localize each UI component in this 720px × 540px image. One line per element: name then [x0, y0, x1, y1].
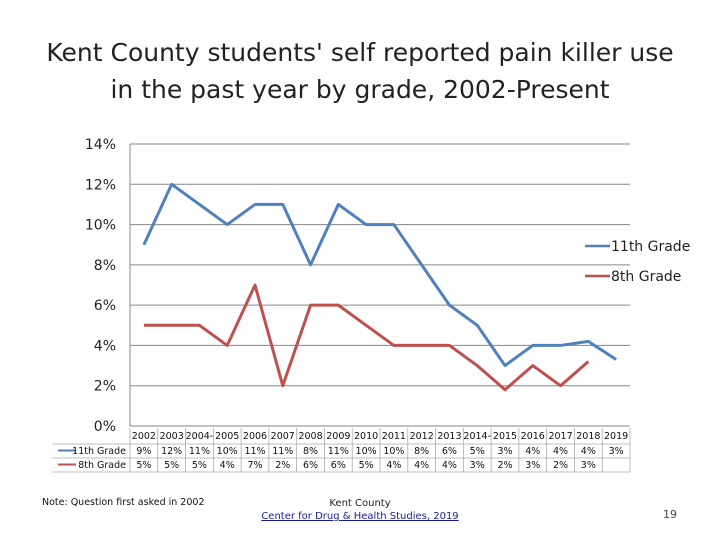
legend-label: 8th Grade [611, 269, 681, 285]
x-tick-label: 2010 [354, 431, 378, 442]
x-tick-label: 2014- [463, 431, 491, 442]
data-label: 3% [470, 460, 485, 471]
chart-title: Kent County students' self reported pain… [0, 34, 720, 108]
y-tick-label: 14% [85, 137, 116, 153]
legend-label: 11th Grade [611, 239, 690, 255]
data-label: 11% [189, 446, 210, 457]
y-tick-label: 2% [94, 379, 116, 395]
chart-title-line2: in the past year by grade, 2002-Present [110, 75, 610, 104]
x-tick-label: 2012 [410, 431, 434, 442]
data-label: 4% [220, 460, 235, 471]
y-tick-label: 0% [94, 419, 116, 435]
x-tick-label: 2015 [493, 431, 517, 442]
y-tick-label: 6% [94, 298, 116, 314]
data-label: 4% [386, 460, 401, 471]
credit-org: Kent County [329, 498, 391, 509]
data-label: 12% [161, 446, 182, 457]
data-label: 10% [217, 446, 238, 457]
footnote: Note: Question first asked in 2002 [42, 497, 205, 508]
data-label: 4% [442, 460, 457, 471]
credit: Kent County Center for Drug & Health Stu… [250, 497, 470, 523]
data-label: 8% [303, 446, 318, 457]
x-tick-label: 2016 [521, 431, 545, 442]
data-label: 5% [359, 460, 374, 471]
data-label: 9% [136, 446, 151, 457]
x-tick-label: 2006 [243, 431, 267, 442]
data-label: 6% [331, 460, 346, 471]
table-row-header: 11th Grade [72, 446, 126, 457]
data-label: 3% [609, 446, 624, 457]
y-tick-label: 4% [94, 338, 116, 354]
data-label: 4% [581, 446, 596, 457]
x-tick-label: 2005 [215, 431, 239, 442]
data-label: 5% [136, 460, 151, 471]
data-label: 10% [356, 446, 377, 457]
data-label: 2% [497, 460, 512, 471]
data-label: 2% [275, 460, 290, 471]
series-line-8th-grade [143, 283, 590, 392]
x-tick-label: 2018 [576, 431, 600, 442]
data-label: 11% [244, 446, 265, 457]
data-label: 4% [525, 446, 540, 457]
x-tick-label: 2013 [437, 431, 461, 442]
x-tick-label: 2008 [298, 431, 322, 442]
data-label: 5% [192, 460, 207, 471]
data-label: 11% [328, 446, 349, 457]
data-label: 4% [553, 446, 568, 457]
page-number: 19 [663, 508, 677, 521]
data-label: 8% [414, 446, 429, 457]
data-label: 11% [272, 446, 293, 457]
data-label: 3% [497, 446, 512, 457]
x-tick-label: 2009 [326, 431, 350, 442]
data-label: 6% [303, 460, 318, 471]
x-tick-label: 2004- [186, 431, 214, 442]
y-tick-label: 8% [94, 258, 116, 274]
chart-title-line1: Kent County students' self reported pain… [46, 38, 674, 67]
data-label: 2% [553, 460, 568, 471]
x-tick-label: 2003 [160, 431, 184, 442]
data-label: 4% [414, 460, 429, 471]
x-tick-label: 2019 [604, 431, 628, 442]
data-label: 3% [525, 460, 540, 471]
series-line-11th-grade [142, 182, 617, 368]
data-label: 3% [581, 460, 596, 471]
data-label: 6% [442, 446, 457, 457]
data-label: 10% [383, 446, 404, 457]
data-label: 5% [164, 460, 179, 471]
x-tick-label: 2002 [132, 431, 156, 442]
x-tick-label: 2011 [382, 431, 406, 442]
x-tick-label: 2007 [271, 431, 295, 442]
x-tick-label: 2017 [548, 431, 572, 442]
y-tick-label: 10% [85, 218, 116, 234]
y-tick-label: 12% [85, 177, 116, 193]
data-label: 5% [470, 446, 485, 457]
credit-link[interactable]: Center for Drug & Health Studies, 2019 [261, 511, 459, 522]
table-row-header: 8th Grade [78, 460, 126, 471]
data-label: 7% [247, 460, 262, 471]
